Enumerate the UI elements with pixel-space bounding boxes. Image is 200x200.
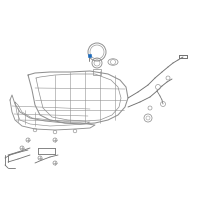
FancyBboxPatch shape <box>88 54 91 57</box>
Bar <box>93 69 101 75</box>
